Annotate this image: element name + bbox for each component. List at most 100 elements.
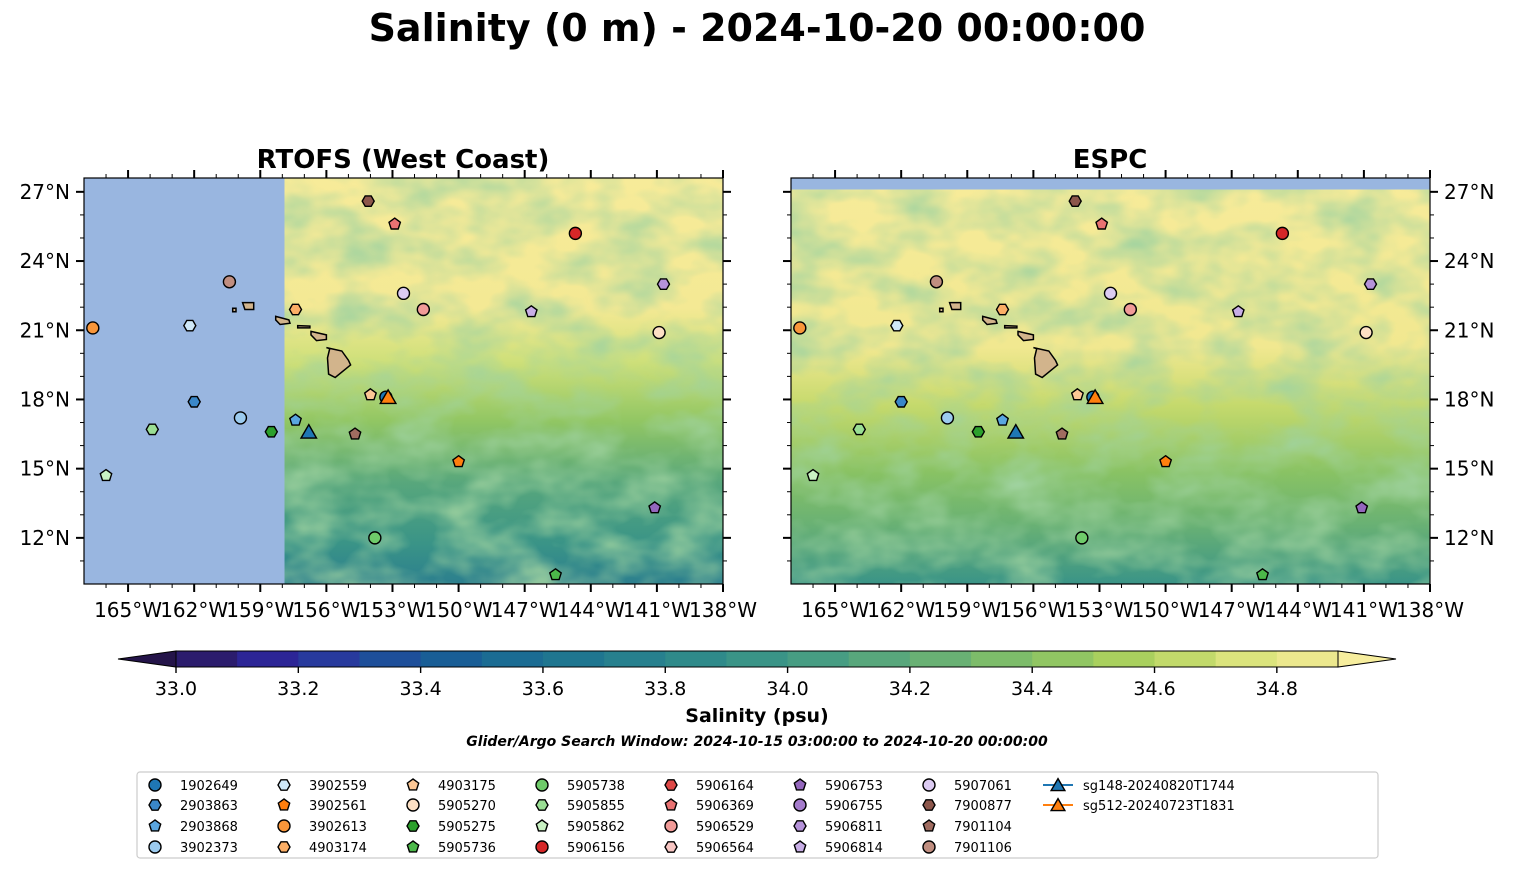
marker-5906753 <box>1355 501 1369 514</box>
legend-label: 2903863 <box>180 799 238 814</box>
legend-label: 5906755 <box>825 799 883 814</box>
legend-marker <box>535 799 549 811</box>
marker-5905275 <box>264 425 279 438</box>
x-tick-label: 147°W <box>491 598 559 622</box>
rtofs-platform-markers <box>86 195 671 581</box>
marker-7901104 <box>348 427 362 440</box>
legend-entry-4903175: 4903175 <box>406 778 496 794</box>
x-tick-label: 156°W <box>292 598 360 622</box>
legend-entry-5906369: 5906369 <box>664 798 754 814</box>
legend-marker <box>148 819 162 832</box>
legend-marker <box>922 778 936 792</box>
colorbar-cell <box>1093 651 1156 667</box>
marker-3902613 <box>86 321 100 335</box>
legend-entry-5906564: 5906564 <box>664 841 754 856</box>
marker-sg148-20240820t1744 <box>1006 423 1025 439</box>
legend-entry-3902559: 3902559 <box>277 779 367 794</box>
marker-5905275 <box>971 425 986 438</box>
salinity-colorbar: 33.0 33.2 33.4 33.6 33.8 34.0 34.2 34.4 34.6 34.8… <box>117 650 1397 727</box>
marker-7901104 <box>1055 427 1069 440</box>
y-tick-label: 15°N <box>1444 457 1494 481</box>
marker-5905736 <box>1255 567 1270 581</box>
legend-entry-5905275: 5905275 <box>406 820 496 835</box>
rtofs-axis-ticks: 165°W162°W159°W156°W153°W150°W147°W144°W… <box>20 170 757 622</box>
legend-entry-3902613: 3902613 <box>277 819 367 835</box>
x-tick-label: 156°W <box>999 598 1067 622</box>
legend-label: 4903175 <box>438 779 496 794</box>
colorbar-tick-label: 33.8 <box>644 678 686 700</box>
espc-axes-frame <box>790 177 1431 585</box>
legend-entry-5907061: 5907061 <box>922 778 1012 794</box>
legend-entry-5905270: 5905270 <box>406 798 496 814</box>
espc-no-data-area <box>791 178 1430 190</box>
colorbar-label: Salinity (psu) <box>685 705 828 727</box>
legend-marker <box>535 819 549 832</box>
y-tick-label: 21°N <box>20 318 70 342</box>
y-tick-label: 27°N <box>1444 180 1494 204</box>
legend-entry-sg512-20240723t1831: sg512-20240723T1831 <box>1043 797 1235 814</box>
legend-marker <box>1049 797 1067 812</box>
x-tick-label: 138°W <box>689 598 757 622</box>
rtofs-no-data-area <box>84 178 285 584</box>
search-window-caption: Glider/Argo Search Window: 2024-10-15 03… <box>466 734 1048 750</box>
colorbar-tick-label: 33.0 <box>155 678 197 700</box>
colorbar-cell <box>971 651 1033 667</box>
legend-marker <box>148 799 162 811</box>
legend-marker <box>664 798 678 811</box>
colorbar-outline <box>175 650 1339 668</box>
legend-label: 5906811 <box>825 820 883 835</box>
y-tick-label: 24°N <box>20 249 70 273</box>
legend-entry-5905738: 5905738 <box>535 778 625 794</box>
x-tick-label: 141°W <box>623 598 691 622</box>
legend-label: 5906564 <box>696 841 754 856</box>
marker-3902373 <box>940 411 955 425</box>
colorbar-cell <box>1032 651 1094 667</box>
marker-5905862 <box>806 468 820 482</box>
legend-marker <box>793 840 807 853</box>
legend-marker <box>922 819 936 832</box>
colorbar-cell <box>542 651 605 667</box>
espc-platform-markers <box>793 195 1378 581</box>
colorbar-tick-label: 33.6 <box>522 678 564 700</box>
legend-label: 5906814 <box>825 841 883 856</box>
x-tick-label: 144°W <box>1264 598 1332 622</box>
colorbar-cell <box>420 651 483 667</box>
marker-3902559 <box>889 319 904 332</box>
colorbar-tick-label: 34.8 <box>1256 678 1298 700</box>
legend-entry-7901106: 7901106 <box>922 840 1012 856</box>
legend-entry-5906164: 5906164 <box>664 779 754 794</box>
marker-5907061 <box>396 286 411 301</box>
legend-marker <box>277 819 291 833</box>
legend-entry-5906753: 5906753 <box>793 778 883 794</box>
legend-marker <box>406 798 420 812</box>
espc-map-panel: ESPC 165°W162°W159°W156°W153°W150°W147°W… <box>783 145 1494 622</box>
legend-entry-sg148-20240820t1744: sg148-20240820T1744 <box>1043 777 1235 794</box>
main-title: Salinity (0 m) - 2024-10-20 00:00:00 <box>368 6 1146 50</box>
legend-marker <box>535 778 549 792</box>
legend-entry-5906156: 5906156 <box>535 840 625 856</box>
legend-marker <box>793 798 807 812</box>
legend-marker <box>406 840 420 853</box>
legend-entry-5906755: 5906755 <box>793 798 883 814</box>
marker-5906811 <box>1363 278 1378 290</box>
colorbar-cell <box>481 651 544 667</box>
marker-4903175 <box>363 387 378 401</box>
x-tick-label: 159°W <box>933 598 1001 622</box>
marker-7900877 <box>1068 195 1083 208</box>
legend-label: 7900877 <box>954 799 1012 814</box>
legend-label: 3902561 <box>309 799 367 814</box>
legend-label: 3902613 <box>309 820 367 835</box>
legend-label: 5905736 <box>438 841 496 856</box>
legend-box <box>136 771 1379 859</box>
legend-marker <box>922 840 936 854</box>
legend-marker <box>277 841 291 853</box>
marker-4903174 <box>995 303 1010 316</box>
legend-label: sg148-20240820T1744 <box>1083 779 1235 794</box>
marker-5906369 <box>388 217 402 230</box>
y-tick-label: 15°N <box>20 457 70 481</box>
legend-label: 5905738 <box>567 779 625 794</box>
colorbar-tick-label: 34.6 <box>1133 678 1175 700</box>
legend-entry-5906814: 5906814 <box>793 840 883 856</box>
colorbar-cell <box>237 651 299 667</box>
marker-2903868 <box>995 413 1010 426</box>
